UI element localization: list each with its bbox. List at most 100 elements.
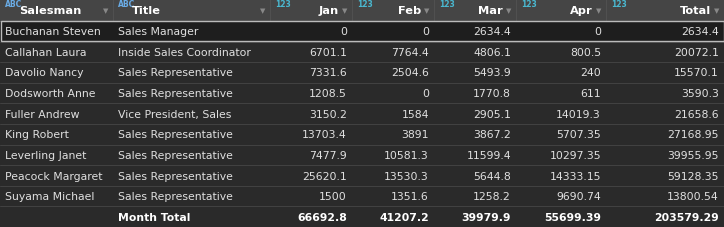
Text: 10581.3: 10581.3 [384, 150, 429, 160]
Text: 611: 611 [581, 89, 601, 99]
Text: 55699.39: 55699.39 [544, 212, 601, 222]
Text: 0: 0 [594, 27, 601, 37]
Text: 240: 240 [580, 68, 601, 78]
Text: ▼: ▼ [103, 8, 108, 14]
Bar [0, 42, 724, 63]
Text: 123: 123 [275, 0, 291, 9]
Text: 3891: 3891 [402, 130, 429, 140]
Text: 59128.35: 59128.35 [668, 171, 719, 181]
Text: Sales Representative: Sales Representative [118, 89, 233, 99]
Text: 27168.95: 27168.95 [668, 130, 719, 140]
Text: Jan: Jan [319, 6, 339, 16]
Text: Mar: Mar [479, 6, 503, 16]
Text: Inside Sales Coordinator: Inside Sales Coordinator [118, 48, 251, 58]
Text: 123: 123 [521, 0, 536, 9]
Text: Title: Title [132, 6, 161, 16]
Text: ▼: ▼ [424, 8, 429, 14]
Text: 41207.2: 41207.2 [379, 212, 429, 222]
Bar [0, 207, 724, 227]
Text: Sales Representative: Sales Representative [118, 150, 233, 160]
Text: Callahan Laura: Callahan Laura [5, 48, 86, 58]
Bar [0, 186, 724, 207]
Text: ABC: ABC [118, 0, 135, 9]
Text: 14333.15: 14333.15 [550, 171, 601, 181]
Bar [0, 124, 724, 145]
Text: 1351.6: 1351.6 [391, 191, 429, 201]
Text: ▼: ▼ [596, 8, 601, 14]
Text: Sales Representative: Sales Representative [118, 171, 233, 181]
Bar [0, 165, 724, 186]
Text: 123: 123 [611, 0, 627, 9]
Text: Peacock Margaret: Peacock Margaret [5, 171, 103, 181]
Text: 15570.1: 15570.1 [674, 68, 719, 78]
Text: Apr: Apr [571, 6, 593, 16]
Text: ▼: ▼ [260, 8, 265, 14]
Text: 39955.95: 39955.95 [668, 150, 719, 160]
Text: 3150.2: 3150.2 [309, 109, 347, 119]
Text: 6701.1: 6701.1 [309, 48, 347, 58]
Text: Fuller Andrew: Fuller Andrew [5, 109, 80, 119]
Text: 123: 123 [357, 0, 373, 9]
Text: ▼: ▼ [505, 8, 511, 14]
Text: 25620.1: 25620.1 [302, 171, 347, 181]
Text: 20072.1: 20072.1 [674, 48, 719, 58]
Bar [0, 145, 724, 165]
Text: 123: 123 [439, 0, 455, 9]
Text: 5493.9: 5493.9 [473, 68, 511, 78]
Text: 21658.6: 21658.6 [674, 109, 719, 119]
Text: Davolio Nancy: Davolio Nancy [5, 68, 83, 78]
Text: 0: 0 [422, 27, 429, 37]
Text: 2905.1: 2905.1 [473, 109, 511, 119]
Text: 2504.6: 2504.6 [391, 68, 429, 78]
Text: 13530.3: 13530.3 [384, 171, 429, 181]
Bar [0, 0, 724, 22]
Text: 0: 0 [340, 27, 347, 37]
Text: Sales Representative: Sales Representative [118, 191, 233, 201]
Text: 203579.29: 203579.29 [654, 212, 719, 222]
Text: 5707.35: 5707.35 [556, 130, 601, 140]
Text: 1500: 1500 [319, 191, 347, 201]
Text: 7764.4: 7764.4 [391, 48, 429, 58]
Text: Salesman: Salesman [19, 6, 81, 16]
Text: Vice President, Sales: Vice President, Sales [118, 109, 232, 119]
Text: 13703.4: 13703.4 [302, 130, 347, 140]
Text: 800.5: 800.5 [570, 48, 601, 58]
Text: 39979.9: 39979.9 [461, 212, 511, 222]
Bar [1, 22, 723, 42]
Text: 14019.3: 14019.3 [556, 109, 601, 119]
Text: 9690.74: 9690.74 [556, 191, 601, 201]
Text: ▼: ▼ [714, 8, 719, 14]
Bar [0, 104, 724, 124]
Text: 0: 0 [422, 89, 429, 99]
Text: 1584: 1584 [402, 109, 429, 119]
Text: 3590.3: 3590.3 [681, 89, 719, 99]
Text: Suyama Michael: Suyama Michael [5, 191, 94, 201]
Text: Sales Representative: Sales Representative [118, 130, 233, 140]
Text: 3867.2: 3867.2 [473, 130, 511, 140]
Text: 2634.4: 2634.4 [473, 27, 511, 37]
Text: 1208.5: 1208.5 [309, 89, 347, 99]
Text: Month Total: Month Total [118, 212, 190, 222]
Text: 11599.4: 11599.4 [466, 150, 511, 160]
Text: Leverling Janet: Leverling Janet [5, 150, 86, 160]
Text: Feb: Feb [397, 6, 421, 16]
Bar [0, 22, 724, 42]
Text: 5644.8: 5644.8 [473, 171, 511, 181]
Text: 10297.35: 10297.35 [550, 150, 601, 160]
Text: Buchanan Steven: Buchanan Steven [5, 27, 101, 37]
Text: ABC: ABC [5, 0, 22, 9]
Text: 1258.2: 1258.2 [473, 191, 511, 201]
Text: Sales Manager: Sales Manager [118, 27, 198, 37]
Text: Dodsworth Anne: Dodsworth Anne [5, 89, 96, 99]
Text: Total: Total [680, 6, 711, 16]
Text: 66692.8: 66692.8 [298, 212, 347, 222]
Bar [0, 84, 724, 104]
Text: 7331.6: 7331.6 [309, 68, 347, 78]
Text: 2634.4: 2634.4 [681, 27, 719, 37]
Bar [0, 63, 724, 84]
Text: 13800.54: 13800.54 [668, 191, 719, 201]
Text: 1770.8: 1770.8 [473, 89, 511, 99]
Text: King Robert: King Robert [5, 130, 69, 140]
Text: 4806.1: 4806.1 [473, 48, 511, 58]
Text: ▼: ▼ [342, 8, 347, 14]
